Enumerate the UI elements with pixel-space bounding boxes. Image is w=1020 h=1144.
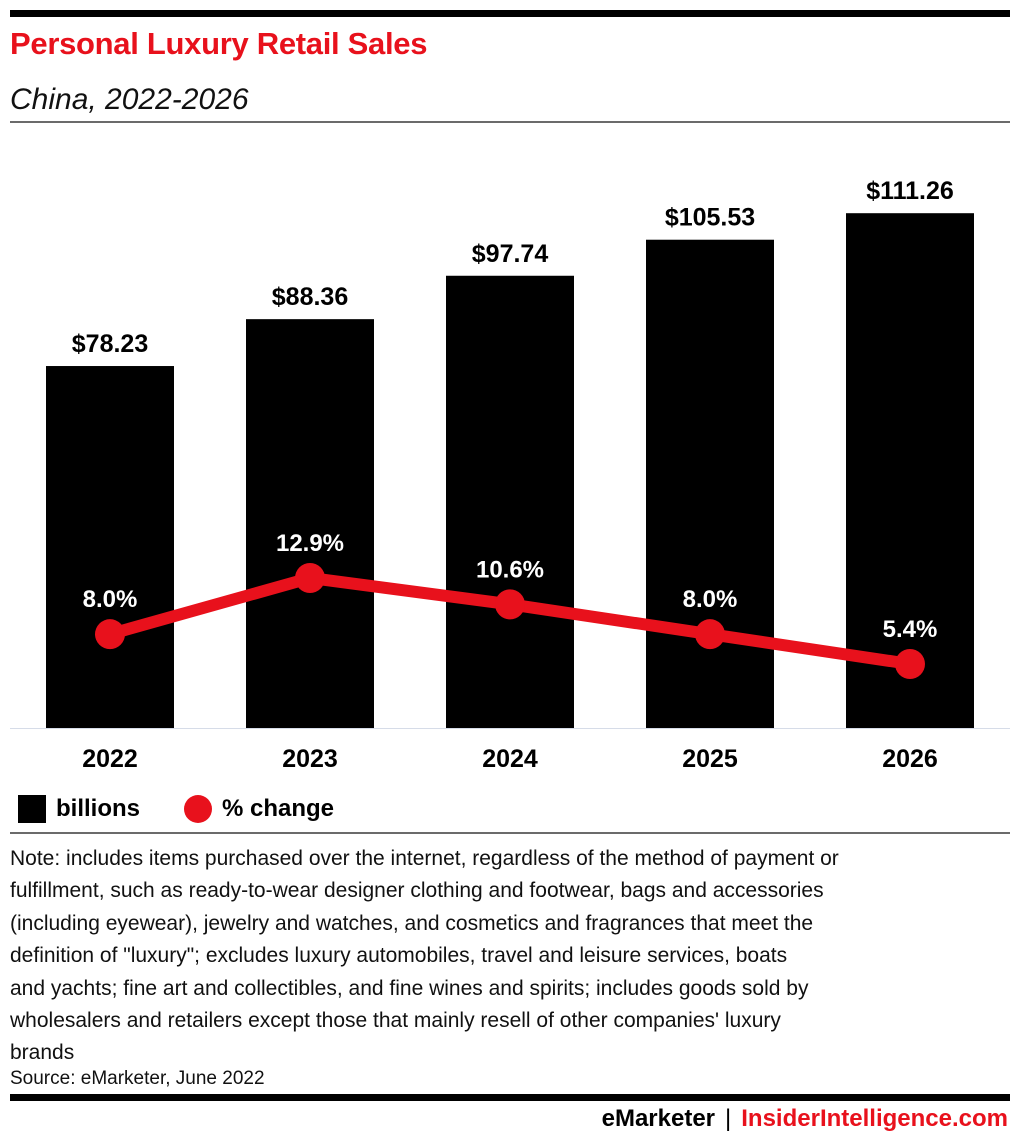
bar-value-label-2023: $88.36 bbox=[272, 283, 348, 311]
line-point-2024 bbox=[495, 589, 525, 620]
line-value-label-2025: 8.0% bbox=[683, 586, 738, 613]
bar-2022 bbox=[46, 366, 174, 728]
chart-area: $78.23 2022 $88.36 2023 $97.74 2024 $105.53 202… bbox=[10, 177, 1010, 773]
x-tick-label-2022: 2022 bbox=[82, 745, 138, 773]
top-rule bbox=[10, 10, 1010, 17]
brand-insider-intelligence: InsiderIntelligence.com bbox=[741, 1105, 1008, 1132]
bar-value-label-2025: $105.53 bbox=[665, 204, 755, 232]
line-point-2025 bbox=[695, 619, 725, 650]
chart-title: Personal Luxury Retail Sales bbox=[10, 26, 428, 61]
legend-bar-swatch bbox=[18, 795, 46, 823]
x-tick-label-2026: 2026 bbox=[882, 745, 938, 773]
header-divider bbox=[10, 121, 1010, 123]
line-value-label-2022: 8.0% bbox=[83, 586, 138, 613]
legend-line-swatch bbox=[184, 795, 212, 823]
x-tick-label-2025: 2025 bbox=[682, 745, 738, 773]
brand-emarketer: eMarketer bbox=[601, 1105, 716, 1132]
brand-footer: eMarketer | InsiderIntelligence.com bbox=[602, 1105, 1008, 1133]
bar-value-label-2024: $97.74 bbox=[472, 240, 549, 268]
legend-divider bbox=[10, 832, 1010, 834]
bar-2025 bbox=[646, 239, 774, 728]
source-note: Source: eMarketer, June 2022 bbox=[10, 1068, 265, 1089]
line-point-2026 bbox=[895, 649, 925, 679]
bar-value-label-2022: $78.23 bbox=[72, 330, 148, 358]
bar-2024 bbox=[446, 275, 574, 728]
legend: billions % change bbox=[18, 795, 334, 823]
bottom-rule bbox=[10, 1094, 1010, 1101]
line-value-label-2024: 10.6% bbox=[476, 556, 544, 583]
line-value-label-2023: 12.9% bbox=[276, 530, 344, 557]
x-tick-label-2024: 2024 bbox=[482, 745, 538, 773]
footnote: Note: includes items purchased over the … bbox=[10, 847, 839, 1065]
bar-2023 bbox=[246, 319, 374, 728]
line-value-label-2026: 5.4% bbox=[883, 616, 938, 643]
legend-bar-label: billions bbox=[56, 795, 140, 822]
line-point-2023 bbox=[295, 562, 325, 593]
line-point-2022 bbox=[95, 619, 125, 650]
x-tick-label-2023: 2023 bbox=[282, 745, 338, 773]
bar-2026 bbox=[846, 213, 974, 729]
legend-line-label: % change bbox=[222, 795, 335, 822]
brand-separator: | bbox=[725, 1105, 732, 1132]
bar-value-label-2026: $111.26 bbox=[866, 177, 954, 205]
chart-subtitle: China, 2022-2026 bbox=[10, 83, 249, 116]
